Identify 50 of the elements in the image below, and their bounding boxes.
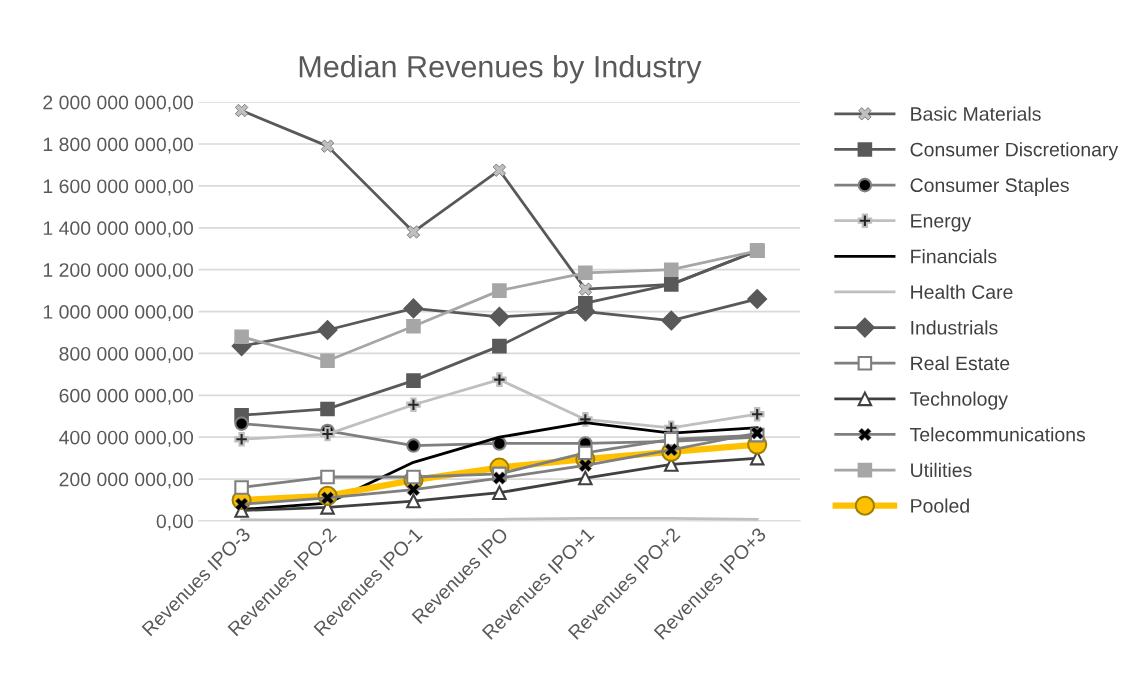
legend-label: Energy [911, 214, 972, 232]
y-tick-label: 1 200 000 000,00 [43, 263, 194, 280]
legend-label: Basic Materials [911, 106, 1041, 121]
point [406, 318, 421, 334]
legend-label: Health Care [911, 284, 1013, 299]
point [234, 480, 249, 495]
point [406, 397, 421, 413]
point [320, 401, 335, 417]
point [234, 416, 249, 431]
y-tick-label: 1 000 000 000,00 [43, 305, 194, 322]
point [234, 329, 249, 344]
point [578, 265, 593, 281]
point [492, 372, 507, 387]
point [406, 493, 421, 509]
point [747, 289, 768, 309]
legend-label: Financials [911, 249, 997, 264]
legend-label: Industrials [911, 320, 998, 335]
point [489, 306, 510, 327]
point [492, 283, 507, 298]
point [749, 406, 765, 422]
y-tick-label: 1 800 000 000,00 [43, 137, 194, 154]
y-tick-label: 1 400 000 000,00 [43, 221, 194, 238]
y-tick-label: 600 000 000,00 [59, 388, 194, 405]
legend-label: Utilities [911, 462, 972, 478]
legend-label: Pooled [911, 498, 969, 513]
chart-title: Median Revenues by Industry [299, 55, 702, 84]
point [663, 262, 679, 277]
legend-label: Consumer Staples [910, 177, 1069, 196]
point [406, 373, 421, 388]
point [578, 470, 593, 486]
y-tick-label: 200 000 000,00 [59, 472, 194, 489]
y-tick-label: 0,00 [156, 514, 194, 531]
y-tick-label: 1 600 000 000,00 [43, 179, 194, 196]
y-tick-label: 2 000 000 000,00 [43, 95, 194, 112]
point [234, 432, 249, 447]
point [406, 438, 421, 453]
y-tick-label: 800 000 000,00 [59, 346, 194, 363]
legend-label: Technology [910, 391, 1008, 410]
legend-label: Real Estate [911, 355, 1010, 371]
point [492, 338, 507, 354]
legend-label: Consumer Discretionary [910, 142, 1119, 161]
point [403, 298, 424, 319]
point [406, 482, 421, 497]
legend-label: Telecommunications [910, 427, 1086, 442]
point [320, 353, 335, 369]
point [661, 310, 682, 331]
point [317, 320, 338, 340]
point [320, 469, 335, 485]
point [492, 485, 507, 500]
y-tick-label: 400 000 000,00 [59, 430, 194, 447]
